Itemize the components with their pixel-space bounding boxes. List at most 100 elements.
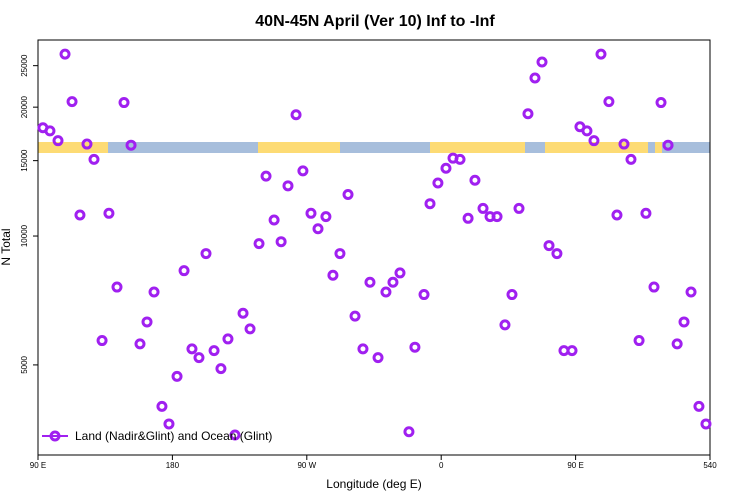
point — [156, 400, 168, 412]
point — [595, 48, 607, 60]
point — [462, 212, 474, 224]
point — [327, 269, 339, 281]
point — [111, 281, 123, 293]
point — [349, 310, 361, 322]
x-axis-label: Longitude (deg E) — [326, 477, 421, 491]
point — [125, 139, 137, 151]
point — [186, 343, 198, 355]
point — [551, 248, 563, 260]
legend-marker — [49, 430, 61, 442]
point — [513, 202, 525, 214]
point — [380, 286, 392, 298]
point — [66, 96, 78, 108]
point — [244, 323, 256, 335]
point — [633, 335, 645, 347]
point — [200, 248, 212, 260]
point — [403, 426, 415, 438]
point — [640, 207, 652, 219]
point — [134, 338, 146, 350]
y-tick-label: 25000 — [20, 54, 29, 77]
point — [208, 345, 220, 357]
point — [103, 207, 115, 219]
point — [618, 138, 630, 150]
point — [44, 125, 56, 137]
legend-label: Land (Nadir&Glint) and Ocean (Glint) — [75, 429, 272, 443]
point — [297, 165, 309, 177]
point — [253, 238, 265, 250]
point — [700, 418, 712, 430]
y-tick-label: 15000 — [20, 149, 29, 172]
point — [193, 352, 205, 364]
x-tick-label: 180 — [166, 461, 180, 470]
point — [543, 240, 555, 252]
y-tick-label: 5000 — [20, 355, 29, 373]
x-tick-label: 0 — [439, 461, 444, 470]
point — [163, 418, 175, 430]
point — [275, 236, 287, 248]
point — [81, 138, 93, 150]
point — [364, 276, 376, 288]
point — [432, 177, 444, 189]
point — [229, 429, 241, 441]
point — [506, 289, 518, 301]
point — [409, 341, 421, 353]
point — [418, 289, 430, 301]
point — [529, 72, 541, 84]
point — [685, 286, 697, 298]
point — [424, 198, 436, 210]
point — [237, 307, 249, 319]
chart-title: 40N-45N April (Ver 10) Inf to -Inf — [255, 13, 495, 30]
point — [440, 162, 452, 174]
point — [357, 343, 369, 355]
point — [625, 153, 637, 165]
point — [148, 286, 160, 298]
point — [372, 352, 384, 364]
point — [222, 333, 234, 345]
point — [320, 211, 332, 223]
point — [52, 135, 64, 147]
point — [536, 56, 548, 68]
point — [454, 153, 466, 165]
point — [178, 265, 190, 277]
point — [394, 267, 406, 279]
point — [491, 211, 503, 223]
x-tick-label: 90 W — [297, 461, 316, 470]
point — [215, 363, 227, 375]
plot-frame — [37, 39, 711, 456]
point — [312, 223, 324, 235]
point — [88, 153, 100, 165]
point — [141, 316, 153, 328]
point — [469, 174, 481, 186]
point — [305, 207, 317, 219]
x-tick-label: 90 E — [30, 461, 46, 470]
x-tick-label: 90 E — [567, 461, 583, 470]
y-tick-label: 20000 — [20, 95, 29, 118]
point — [477, 202, 489, 214]
point — [499, 319, 511, 331]
point — [387, 276, 399, 288]
point — [74, 209, 86, 221]
land-ocean-strip — [38, 142, 710, 153]
point — [282, 180, 294, 192]
point — [678, 316, 690, 328]
point — [662, 139, 674, 151]
point — [96, 335, 108, 347]
x-tick-label: 540 — [703, 461, 717, 470]
point — [655, 97, 667, 109]
point — [260, 170, 272, 182]
point — [522, 108, 534, 120]
point — [611, 209, 623, 221]
point — [581, 125, 593, 137]
point — [342, 189, 354, 201]
point — [268, 214, 280, 226]
point — [334, 248, 346, 260]
y-axis-label: N Total — [0, 228, 13, 265]
point — [693, 400, 705, 412]
point — [118, 97, 130, 109]
point — [59, 48, 71, 60]
point — [671, 338, 683, 350]
point — [588, 135, 600, 147]
point — [566, 345, 578, 357]
y-tick-label: 10000 — [20, 224, 29, 247]
